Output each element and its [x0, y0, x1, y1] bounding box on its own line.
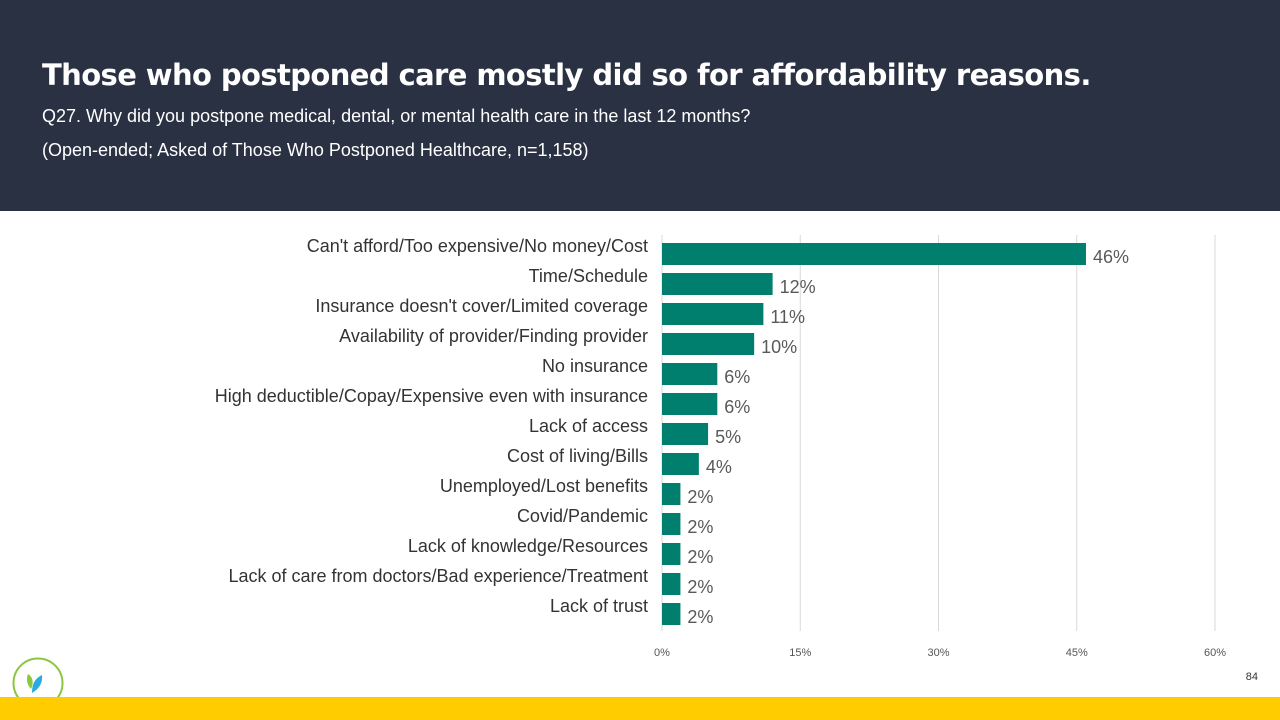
bar: [662, 483, 681, 505]
page-number: 84: [1245, 671, 1258, 683]
footer-bar: [0, 697, 1280, 720]
value-label: 4%: [706, 457, 732, 477]
value-label: 11%: [770, 307, 805, 327]
category-label: Time/Schedule: [529, 266, 648, 286]
category-label: Lack of access: [529, 416, 648, 436]
bar: [662, 543, 681, 565]
x-tick-label: 0%: [654, 647, 670, 659]
value-label: 2%: [687, 517, 713, 537]
header-banner: Those who postponed care mostly did so f…: [0, 0, 1280, 211]
bar: [662, 303, 764, 325]
bar: [662, 453, 699, 475]
bar: [662, 333, 755, 355]
bar-chart: 0% 15% 30% 45% 60% Can't afford/Too expensive…: [215, 235, 1226, 659]
value-label: 12%: [780, 277, 816, 297]
bar: [662, 573, 681, 595]
category-label: Insurance doesn't cover/Limited coverage: [315, 296, 648, 316]
category-label: Lack of trust: [550, 596, 648, 616]
value-label: 2%: [687, 577, 713, 597]
category-label: High deductible/Copay/Expensive even wit…: [215, 386, 648, 406]
value-label: 46%: [1093, 247, 1129, 267]
sample-note: (Open-ended; Asked of Those Who Postpone…: [42, 140, 589, 160]
x-tick-label: 15%: [789, 647, 811, 659]
value-label: 2%: [687, 607, 713, 627]
category-label: Lack of care from doctors/Bad experience…: [228, 566, 648, 586]
bar: [662, 243, 1086, 265]
bar: [662, 363, 718, 385]
category-label: Lack of knowledge/Resources: [408, 536, 648, 556]
value-label: 6%: [724, 367, 750, 387]
value-label: 10%: [761, 337, 797, 357]
bar: [662, 393, 718, 415]
category-label: Cost of living/Bills: [507, 446, 648, 466]
value-label: 2%: [687, 547, 713, 567]
category-label: Unemployed/Lost benefits: [440, 476, 648, 496]
category-label: Covid/Pandemic: [517, 506, 648, 526]
bar: [662, 273, 773, 295]
x-tick-label: 30%: [927, 647, 949, 659]
bar: [662, 423, 709, 445]
value-label: 6%: [724, 397, 750, 417]
category-label: Availability of provider/Finding provide…: [339, 326, 648, 346]
category-label: Can't afford/Too expensive/No money/Cost: [307, 236, 648, 256]
slide-title: Those who postponed care mostly did so f…: [42, 58, 1091, 92]
bar: [662, 603, 681, 625]
x-tick-label: 45%: [1066, 647, 1088, 659]
value-label: 2%: [687, 487, 713, 507]
x-tick-label: 60%: [1204, 647, 1226, 659]
logo-icon: [12, 657, 64, 709]
value-label: 5%: [715, 427, 741, 447]
bar: [662, 513, 681, 535]
question-text: Q27. Why did you postpone medical, denta…: [42, 106, 751, 126]
category-label: No insurance: [542, 356, 648, 376]
